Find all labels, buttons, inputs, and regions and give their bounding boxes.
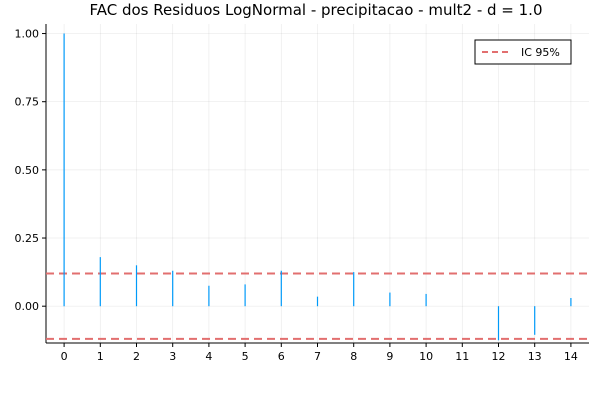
chart-title: FAC dos Residuos LogNormal - precipitaca…	[89, 1, 542, 19]
legend-box	[474, 39, 572, 65]
y-tick-label: 0.25	[15, 232, 40, 245]
x-tick-label: 5	[242, 350, 249, 363]
x-tick-label: 11	[455, 350, 469, 363]
legend-label: IC 95%	[521, 46, 560, 59]
x-tick-label: 13	[528, 350, 542, 363]
y-tick-label: 1.00	[15, 28, 40, 41]
x-tick-label: 10	[419, 350, 433, 363]
y-tick-label: 0.50	[15, 164, 40, 177]
x-tick-label: 9	[386, 350, 393, 363]
y-tick-label: 0.00	[15, 300, 40, 313]
x-tick-label: 2	[133, 350, 140, 363]
y-tick-label: 0.75	[15, 96, 40, 109]
x-tick-label: 6	[278, 350, 285, 363]
x-tick-label: 3	[169, 350, 176, 363]
x-tick-labels: 0 1 2 3 4 5 6 7 8 9 10 11 12 13 14	[61, 343, 578, 363]
legend: IC 95%	[474, 39, 572, 65]
x-tick-label: 0	[61, 350, 68, 363]
x-tick-label: 12	[492, 350, 506, 363]
x-tick-label: 4	[205, 350, 212, 363]
x-tick-label: 1	[97, 350, 104, 363]
x-tick-label: 7	[314, 350, 321, 363]
x-tick-label: 8	[350, 350, 357, 363]
x-tick-label: 14	[564, 350, 578, 363]
y-tick-labels: 0.00 0.25 0.50 0.75 1.00	[15, 28, 46, 313]
acf-bars	[63, 33, 572, 341]
grid	[46, 24, 589, 343]
